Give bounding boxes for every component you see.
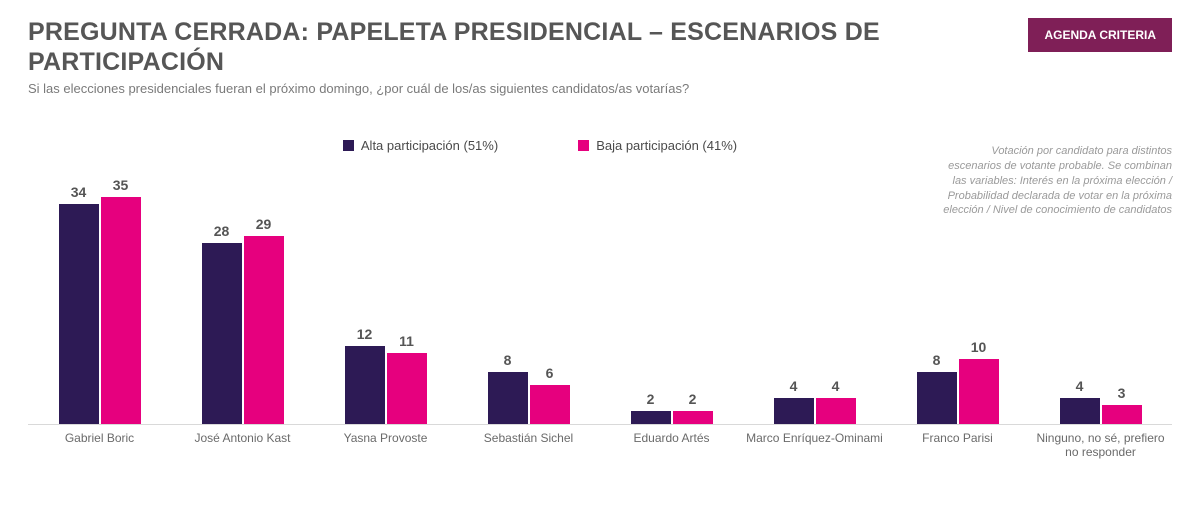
bar-series-a: 4 bbox=[774, 398, 814, 424]
bar-series-b: 2 bbox=[673, 411, 713, 424]
bar-value-a: 34 bbox=[71, 184, 87, 200]
bar-series-a: 12 bbox=[345, 346, 385, 424]
bar-value-a: 8 bbox=[933, 352, 941, 368]
page-subtitle: Si las elecciones presidenciales fueran … bbox=[28, 81, 1008, 96]
bar-series-b: 11 bbox=[387, 353, 427, 424]
legend-item-a: Alta participación (51%) bbox=[343, 138, 498, 153]
legend-swatch-a bbox=[343, 140, 354, 151]
x-label: José Antonio Kast bbox=[171, 431, 314, 460]
agenda-badge: AGENDA CRITERIA bbox=[1028, 18, 1172, 52]
bar-series-b: 29 bbox=[244, 236, 284, 424]
bar-group: 810 bbox=[886, 165, 1029, 424]
bar-group: 22 bbox=[600, 165, 743, 424]
bar-series-a: 34 bbox=[59, 204, 99, 424]
bar-value-a: 12 bbox=[357, 326, 373, 342]
bar-group: 2829 bbox=[171, 165, 314, 424]
x-label: Ninguno, no sé, prefiero no responder bbox=[1029, 431, 1172, 460]
bar-series-a: 4 bbox=[1060, 398, 1100, 424]
legend-label-a: Alta participación (51%) bbox=[361, 138, 498, 153]
x-label: Marco Enríquez-Ominami bbox=[743, 431, 886, 460]
bar-value-b: 3 bbox=[1118, 385, 1126, 401]
bar-group: 43 bbox=[1029, 165, 1172, 424]
bar-value-b: 29 bbox=[256, 216, 272, 232]
bar-value-a: 4 bbox=[790, 378, 798, 394]
title-block: PREGUNTA CERRADA: PAPELETA PRESIDENCIAL … bbox=[28, 18, 1008, 96]
chart-area: 34352829121186224481043 bbox=[28, 165, 1172, 425]
x-axis-labels: Gabriel BoricJosé Antonio KastYasna Prov… bbox=[28, 431, 1172, 460]
x-label: Yasna Provoste bbox=[314, 431, 457, 460]
bar-series-b: 10 bbox=[959, 359, 999, 424]
bar-group: 44 bbox=[743, 165, 886, 424]
bar-group: 3435 bbox=[28, 165, 171, 424]
legend-item-b: Baja participación (41%) bbox=[578, 138, 737, 153]
x-label: Sebastián Sichel bbox=[457, 431, 600, 460]
bar-value-b: 2 bbox=[689, 391, 697, 407]
bar-series-a: 8 bbox=[917, 372, 957, 424]
bar-value-b: 10 bbox=[971, 339, 987, 355]
page-title: PREGUNTA CERRADA: PAPELETA PRESIDENCIAL … bbox=[28, 18, 1008, 77]
bar-value-a: 8 bbox=[504, 352, 512, 368]
bar-value-b: 11 bbox=[399, 333, 414, 349]
bar-series-a: 8 bbox=[488, 372, 528, 424]
bar-series-b: 35 bbox=[101, 197, 141, 424]
bar-series-b: 4 bbox=[816, 398, 856, 424]
x-label: Eduardo Artés bbox=[600, 431, 743, 460]
bar-series-b: 6 bbox=[530, 385, 570, 424]
bar-value-b: 4 bbox=[832, 378, 840, 394]
x-label: Gabriel Boric bbox=[28, 431, 171, 460]
x-label: Franco Parisi bbox=[886, 431, 1029, 460]
bar-series-a: 28 bbox=[202, 243, 242, 424]
header-row: PREGUNTA CERRADA: PAPELETA PRESIDENCIAL … bbox=[28, 18, 1172, 96]
bar-value-a: 28 bbox=[214, 223, 230, 239]
legend-label-b: Baja participación (41%) bbox=[596, 138, 737, 153]
bar-group: 86 bbox=[457, 165, 600, 424]
bar-value-b: 35 bbox=[113, 177, 129, 193]
bar-value-a: 2 bbox=[647, 391, 655, 407]
bar-series-a: 2 bbox=[631, 411, 671, 424]
legend-swatch-b bbox=[578, 140, 589, 151]
bar-value-b: 6 bbox=[546, 365, 554, 381]
bar-group: 1211 bbox=[314, 165, 457, 424]
bar-value-a: 4 bbox=[1076, 378, 1084, 394]
bar-series-b: 3 bbox=[1102, 405, 1142, 424]
